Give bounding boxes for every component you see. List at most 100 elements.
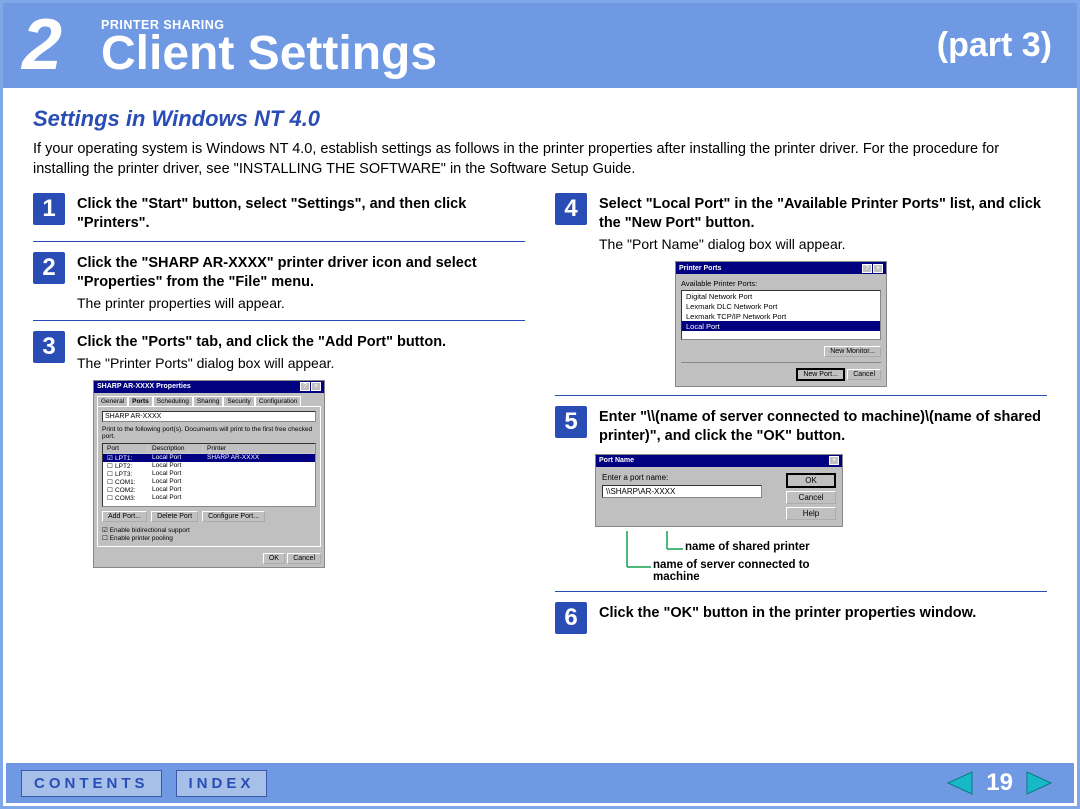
port-cell: LPT1: — [115, 455, 132, 462]
add-port-button: Add Port... — [102, 511, 147, 522]
callout-lines: name of shared printer name of server co… — [595, 531, 843, 583]
help-icon: ? — [862, 264, 872, 273]
step-5: 5 Enter "\\(name of server connected to … — [555, 406, 1047, 446]
callout-shared-printer: name of shared printer — [685, 541, 810, 553]
port-item: Lexmark TCP/IP Network Port — [682, 311, 880, 321]
step-title: Enter "\\(name of server connected to ma… — [599, 408, 1047, 446]
divider — [555, 395, 1047, 396]
next-page-button[interactable] — [1023, 770, 1055, 796]
available-ports-label: Available Printer Ports: — [681, 279, 881, 288]
desc-cell: Local Port — [148, 454, 203, 462]
port-item-selected: Local Port — [682, 321, 880, 331]
step-title: Click the "Ports" tab, and click the "Ad… — [77, 333, 525, 352]
divider — [33, 241, 525, 242]
new-port-button: New Port... — [796, 368, 845, 381]
available-ports-list: Digital Network Port Lexmark DLC Network… — [681, 290, 881, 340]
step-number: 4 — [555, 193, 587, 225]
step-desc: The printer properties will appear. — [77, 294, 525, 312]
properties-dialog-screenshot: SHARP AR-XXXX Properties ? × General Por… — [93, 380, 325, 568]
page-title: Client Settings — [101, 30, 937, 78]
port-name-dialog-screenshot: Port Name × Enter a port name: \\SHARP\A… — [595, 454, 843, 527]
subtitle: Settings in Windows NT 4.0 — [33, 106, 1047, 132]
dialog-title: Printer Ports — [679, 265, 721, 272]
step-1: 1 Click the "Start" button, select "Sett… — [33, 193, 525, 233]
dialog-tabs: General Ports Scheduling Sharing Securit… — [94, 393, 324, 406]
intro-text: If your operating system is Windows NT 4… — [33, 140, 1047, 179]
checkbox-bidi: Enable bidirectional support — [110, 527, 190, 534]
port-name-input: \\SHARP\AR-XXXX — [602, 485, 762, 498]
close-icon: × — [311, 382, 321, 391]
step-title: Click the "Start" button, select "Settin… — [77, 195, 525, 233]
port-cell: COM1: — [115, 479, 136, 486]
tab-security: Security — [223, 396, 254, 406]
step-title: Click the "OK" button in the printer pro… — [599, 604, 1047, 623]
step-number: 2 — [33, 252, 65, 284]
printer-name-field: SHARP AR-XXXX — [102, 411, 316, 422]
part-label: (part 3) — [937, 26, 1052, 65]
page-header: 2 PRINTER SHARING Client Settings (part … — [3, 3, 1077, 88]
dialog-title: Port Name — [599, 457, 634, 464]
tab-configuration: Configuration — [255, 396, 302, 406]
left-column: 1 Click the "Start" button, select "Sett… — [33, 193, 525, 638]
tab-scheduling: Scheduling — [153, 396, 193, 406]
step-title: Select "Local Port" in the "Available Pr… — [599, 195, 1047, 233]
ports-list: Port Description Printer ☑LPT1: Local Po… — [102, 443, 316, 507]
desc-cell: Local Port — [148, 470, 203, 478]
chapter-number: 2 — [3, 3, 89, 88]
page-footer: CONTENTS INDEX 19 — [6, 763, 1074, 803]
printer-cell: SHARP AR-XXXX — [203, 454, 263, 462]
help-icon: ? — [300, 382, 310, 391]
configure-port-button: Configure Port... — [202, 511, 265, 522]
close-icon: × — [829, 456, 839, 465]
tab-ports: Ports — [128, 396, 153, 406]
cancel-button: Cancel — [847, 369, 881, 380]
tab-general: General — [97, 396, 128, 406]
ok-button: OK — [263, 553, 285, 564]
col-desc: Description — [148, 444, 203, 453]
port-cell: LPT3: — [115, 471, 132, 478]
help-button: Help — [786, 507, 836, 520]
dialog-title: SHARP AR-XXXX Properties — [97, 383, 191, 390]
desc-cell: Local Port — [148, 494, 203, 502]
close-icon: × — [873, 264, 883, 273]
step-number: 5 — [555, 406, 587, 438]
right-column: 4 Select "Local Port" in the "Available … — [555, 193, 1047, 638]
step-title: Click the "SHARP AR-XXXX" printer driver… — [77, 254, 525, 292]
step-2: 2 Click the "SHARP AR-XXXX" printer driv… — [33, 252, 525, 312]
port-item: Lexmark DLC Network Port — [682, 301, 880, 311]
checkbox-pooling: Enable printer pooling — [110, 535, 173, 542]
port-item: Digital Network Port — [682, 291, 880, 301]
step-number: 1 — [33, 193, 65, 225]
desc-cell: Local Port — [148, 462, 203, 470]
ok-button: OK — [786, 473, 836, 488]
col-port: Port — [103, 444, 148, 453]
desc-cell: Local Port — [148, 486, 203, 494]
col-printer: Printer — [203, 444, 315, 453]
divider — [555, 591, 1047, 592]
cancel-button: Cancel — [287, 553, 321, 564]
step-4: 4 Select "Local Port" in the "Available … — [555, 193, 1047, 253]
delete-port-button: Delete Port — [151, 511, 198, 522]
hint-text: Print to the following port(s). Document… — [102, 426, 316, 440]
step-number: 6 — [555, 602, 587, 634]
contents-button[interactable]: CONTENTS — [21, 770, 162, 797]
cancel-button: Cancel — [786, 491, 836, 504]
page-number: 19 — [986, 769, 1013, 797]
step-6: 6 Click the "OK" button in the printer p… — [555, 602, 1047, 634]
step-desc: The "Printer Ports" dialog box will appe… — [77, 354, 525, 372]
step-number: 3 — [33, 331, 65, 363]
prev-page-button[interactable] — [944, 770, 976, 796]
index-button[interactable]: INDEX — [176, 770, 268, 797]
columns: 1 Click the "Start" button, select "Sett… — [33, 193, 1047, 638]
port-cell: LPT2: — [115, 463, 132, 470]
divider — [33, 320, 525, 321]
step-desc: The "Port Name" dialog box will appear. — [599, 235, 1047, 253]
new-monitor-button: New Monitor... — [824, 346, 881, 357]
port-cell: COM3: — [115, 495, 136, 502]
desc-cell: Local Port — [148, 478, 203, 486]
callout-server-name: name of server connected to machine — [653, 559, 843, 583]
port-cell: COM2: — [115, 487, 136, 494]
tab-sharing: Sharing — [193, 396, 223, 406]
port-name-label: Enter a port name: — [602, 473, 786, 482]
printer-ports-dialog-screenshot: Printer Ports ? × Available Printer Port… — [675, 261, 887, 387]
